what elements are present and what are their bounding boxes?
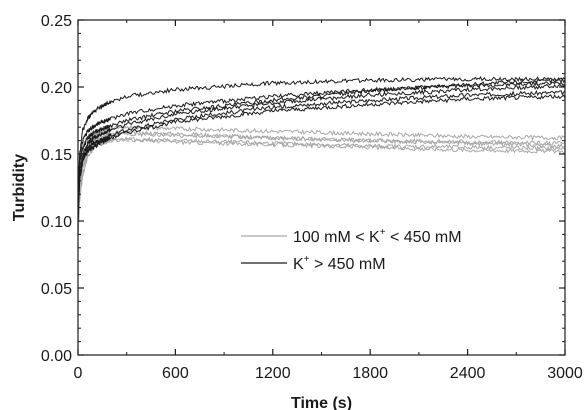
y-tick-label: 0.20 — [41, 80, 72, 97]
y-axis-title: Turbidity — [11, 154, 28, 221]
series-line-1-0 — [77, 75, 566, 193]
legend-label: 100 mM < K+ < 450 mM — [293, 227, 462, 246]
x-tick-label: 600 — [162, 365, 189, 382]
y-tick-label: 0.05 — [41, 281, 72, 298]
legend-label-part: < 450 mM — [386, 229, 462, 246]
x-axis-title: Time (s) — [291, 395, 352, 410]
series-line-1-3 — [77, 89, 566, 223]
x-tick-label: 0 — [74, 365, 83, 382]
series-line-0-2 — [77, 136, 566, 229]
x-tick-label: 3000 — [547, 365, 583, 382]
series-line-1-2 — [77, 83, 566, 215]
x-tick-label: 1800 — [352, 365, 388, 382]
legend: 100 mM < K+ < 450 mMK+ > 450 mM — [241, 227, 462, 273]
y-tick-label: 0.00 — [41, 348, 72, 365]
plot-frame — [77, 19, 566, 356]
legend-label: K+ > 450 mM — [293, 254, 386, 273]
legend-label-superscript: + — [304, 254, 310, 265]
series-line-0-3 — [77, 130, 566, 223]
legend-label-part: K — [293, 256, 304, 273]
legend-label-part: 100 mM < K — [293, 229, 380, 246]
y-tick-label: 0.25 — [41, 13, 72, 30]
series-line-0-4 — [77, 136, 566, 239]
x-tick-label: 2400 — [450, 365, 486, 382]
legend-label-part: > 450 mM — [310, 256, 386, 273]
series-line-1-4 — [77, 94, 566, 223]
y-tick-label: 0.10 — [41, 214, 72, 231]
x-tick-label: 1200 — [255, 365, 291, 382]
series-line-1-1 — [77, 77, 566, 207]
series-line-1-5 — [77, 80, 566, 199]
y-tick-label: 0.15 — [41, 147, 72, 164]
ticks — [77, 19, 566, 356]
plot-lines — [77, 75, 566, 239]
tick-labels: 0 600 1200 1800 2400 3000 0.00 0.05 0.10 0.15 0.20… — [41, 13, 583, 382]
legend-label-superscript: + — [380, 227, 386, 238]
